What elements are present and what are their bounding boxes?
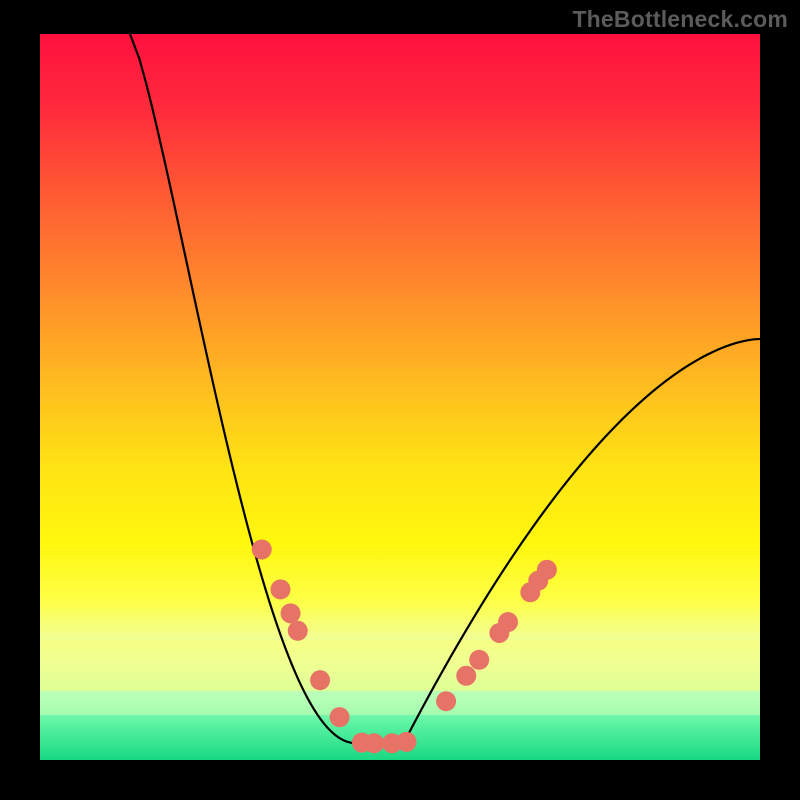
plot-area: [40, 34, 760, 760]
marker-point: [469, 650, 489, 670]
marker-point: [537, 560, 557, 580]
marker-point: [310, 670, 330, 690]
marker-point: [364, 733, 384, 753]
chart-svg: [40, 34, 760, 760]
marker-point: [281, 603, 301, 623]
chart-frame: TheBottleneck.com: [0, 0, 800, 800]
marker-point: [396, 732, 416, 752]
highlight-band-1: [40, 640, 760, 691]
marker-point: [436, 691, 456, 711]
marker-point: [330, 707, 350, 727]
watermark-text: TheBottleneck.com: [572, 6, 788, 33]
marker-point: [498, 612, 518, 632]
marker-point: [456, 666, 476, 686]
highlight-band-2: [40, 691, 760, 715]
marker-point: [270, 579, 290, 599]
marker-point: [288, 621, 308, 641]
marker-point: [252, 539, 272, 559]
